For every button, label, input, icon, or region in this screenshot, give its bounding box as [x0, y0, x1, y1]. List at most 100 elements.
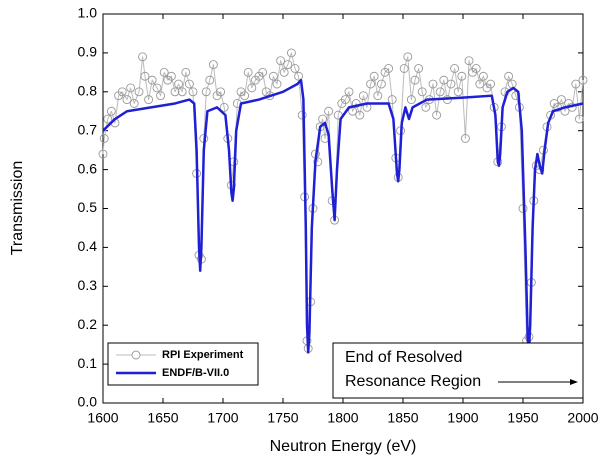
data-point: [138, 52, 148, 62]
data-point: [478, 71, 488, 81]
data-point: [574, 114, 584, 124]
data-point: [417, 87, 427, 97]
y-tick-label: 0.7: [78, 121, 98, 137]
data-point: [279, 67, 289, 77]
data-point: [294, 71, 304, 81]
data-point: [414, 64, 424, 73]
data-point: [184, 79, 194, 89]
data-point: [188, 87, 198, 97]
annotation-text: Resonance Region: [345, 373, 481, 390]
data-point: [571, 79, 581, 89]
data-point: [126, 83, 136, 93]
y-tick-label: 0.1: [78, 355, 98, 371]
annotation-text: End of Resolved: [345, 349, 462, 366]
x-axis-title: Neutron Energy (eV): [270, 438, 417, 455]
data-point: [369, 71, 379, 81]
data-point: [258, 67, 268, 77]
data-point: [399, 64, 409, 73]
data-point: [358, 91, 368, 101]
x-tick-label: 2000: [567, 410, 598, 426]
data-point: [471, 64, 481, 73]
data-point: [166, 71, 176, 81]
data-point: [421, 102, 431, 112]
data-point: [106, 106, 116, 116]
data-point: [99, 134, 109, 143]
data-point: [464, 56, 474, 66]
legend-label: ENDF/B-VII.0: [162, 367, 229, 379]
data-point: [103, 114, 113, 124]
y-tick-label: 0.2: [78, 316, 98, 332]
data-point: [457, 71, 467, 81]
data-point: [219, 102, 229, 112]
data-point: [98, 149, 108, 159]
x-tick-label: 1600: [87, 410, 118, 426]
data-point: [144, 95, 154, 105]
data-point: [283, 60, 293, 70]
data-point: [475, 79, 485, 89]
data-point: [177, 87, 187, 97]
annotation-arrowhead: [570, 379, 578, 385]
data-point: [117, 87, 127, 97]
data-point: [340, 95, 350, 105]
y-axis-title: Transmission: [9, 161, 26, 256]
x-tick-label: 1700: [207, 410, 238, 426]
data-point: [134, 87, 144, 97]
data-point: [351, 99, 361, 108]
data-point: [247, 83, 257, 93]
x-tick-label: 1650: [147, 410, 178, 426]
data-point: [318, 114, 328, 124]
data-point: [147, 75, 157, 85]
y-tick-label: 0.0: [78, 394, 98, 410]
x-tick-label: 1800: [327, 410, 358, 426]
data-point: [129, 99, 139, 108]
data-point: [344, 87, 354, 97]
data-point: [159, 67, 169, 77]
data-point: [208, 60, 218, 70]
data-point: [387, 95, 397, 105]
y-tick-label: 0.9: [78, 44, 98, 60]
data-point: [410, 75, 420, 85]
data-point: [297, 110, 307, 120]
legend-box: [107, 342, 259, 386]
data-point: [504, 71, 514, 81]
data-point: [174, 79, 184, 89]
data-point: [272, 79, 282, 89]
data-point: [276, 56, 286, 66]
data-point: [290, 64, 300, 73]
data-point: [453, 87, 463, 97]
data-point: [216, 87, 226, 97]
data-point: [578, 75, 588, 85]
data-point: [439, 75, 449, 85]
data-point: [450, 64, 460, 73]
x-tick-label: 1950: [507, 410, 538, 426]
data-point: [376, 79, 386, 89]
x-tick-label: 1750: [267, 410, 298, 426]
data-point: [486, 79, 496, 89]
legend-marker: [131, 350, 141, 360]
y-tick-label: 0.4: [78, 238, 98, 254]
data-point: [268, 71, 278, 81]
data-point: [366, 79, 376, 89]
data-point: [286, 48, 296, 58]
data-point: [384, 64, 394, 73]
data-point: [181, 67, 191, 77]
data-point: [432, 110, 442, 120]
data-point: [205, 75, 215, 85]
data-point: [460, 134, 470, 143]
data-point: [406, 95, 416, 105]
data-point: [556, 95, 566, 105]
data-point: [156, 91, 166, 101]
data-point: [152, 83, 162, 93]
data-point: [403, 52, 413, 62]
y-tick-label: 0.3: [78, 277, 98, 293]
data-point: [355, 110, 365, 120]
data-point: [324, 106, 334, 116]
data-point: [122, 95, 132, 105]
data-point: [373, 91, 383, 101]
series-connector: [102, 52, 584, 350]
data-point: [435, 87, 445, 97]
data-point: [140, 71, 150, 81]
y-tick-label: 0.5: [78, 199, 98, 215]
